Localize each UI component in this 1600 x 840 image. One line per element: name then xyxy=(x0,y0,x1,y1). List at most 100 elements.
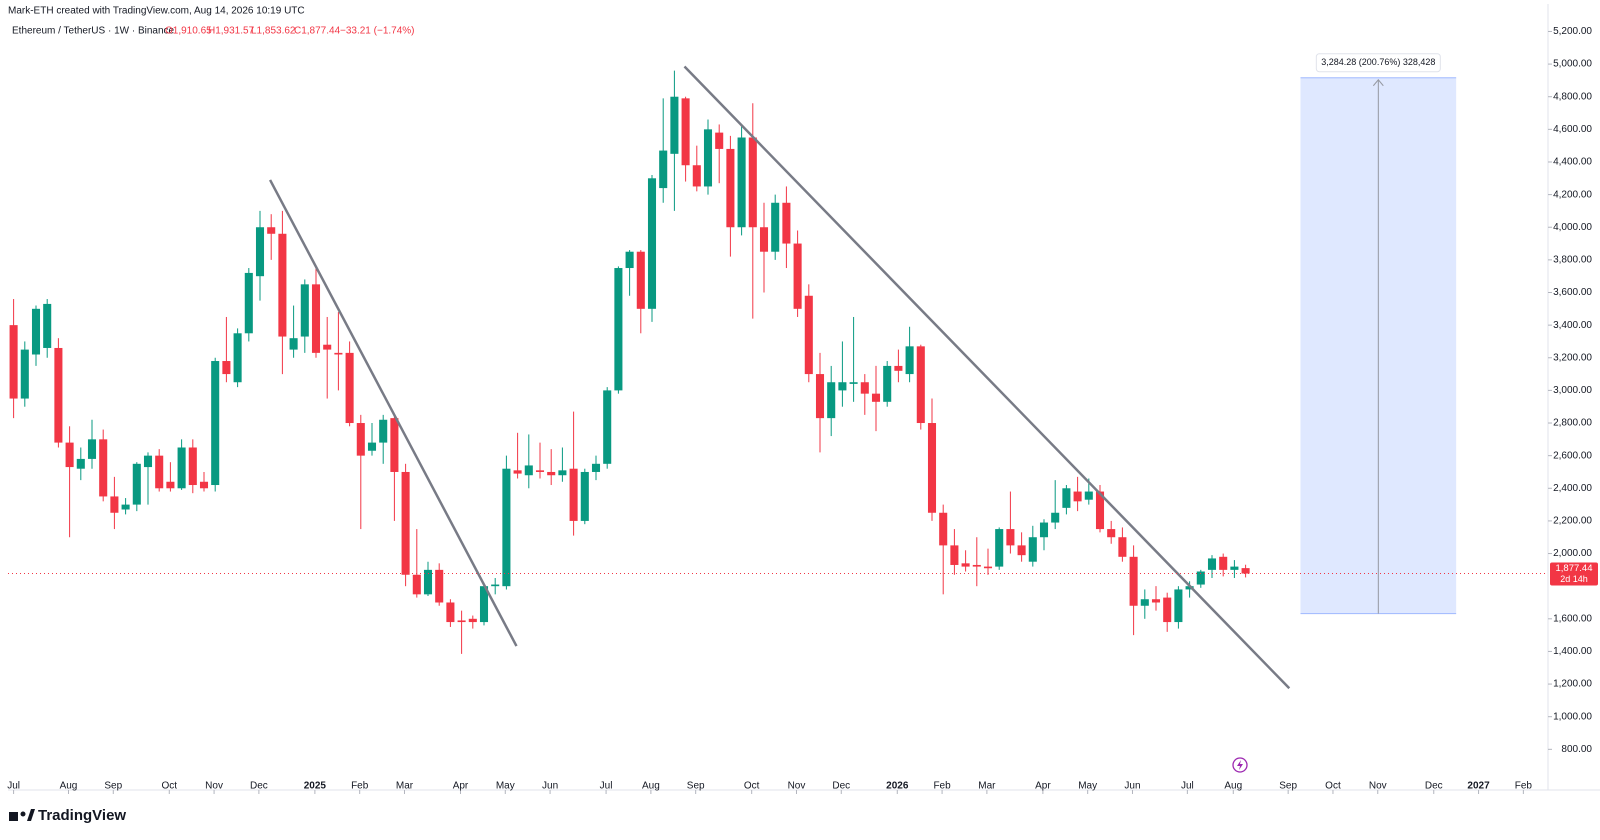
low-value: L1,853.62 xyxy=(251,26,296,37)
candle-body xyxy=(1095,491,1105,530)
candle-body xyxy=(1241,568,1250,574)
candle-body xyxy=(591,463,601,472)
candle-body xyxy=(815,374,825,419)
candle-body xyxy=(99,439,108,497)
candle-body xyxy=(983,566,993,569)
candle-body xyxy=(894,365,903,371)
candle-body xyxy=(255,227,265,277)
candle-body xyxy=(132,463,141,505)
candle-body xyxy=(916,346,925,424)
high-value: H1,931.57 xyxy=(208,26,255,37)
x-tick-label: Oct xyxy=(1325,781,1341,792)
x-tick-label: Nov xyxy=(788,781,806,792)
candle-body xyxy=(479,586,489,623)
candle-body xyxy=(1073,491,1082,502)
candle-body xyxy=(1219,556,1228,570)
y-tick-label: 2,200.00 xyxy=(1553,516,1592,527)
candle-body xyxy=(155,455,164,489)
candle-body xyxy=(278,233,287,337)
candle-body xyxy=(972,564,981,567)
candle-body xyxy=(961,563,970,567)
candle-body xyxy=(838,382,847,391)
candle-body xyxy=(110,496,119,513)
y-tick-label: 2,400.00 xyxy=(1553,483,1592,494)
candle-body xyxy=(1051,512,1060,523)
candle-body xyxy=(1230,566,1239,570)
candle-body xyxy=(401,471,410,575)
y-tick-label: 4,600.00 xyxy=(1553,124,1592,135)
x-tick-label: Aug xyxy=(60,781,78,792)
y-tick-label: 2,600.00 xyxy=(1553,450,1592,461)
candle-body xyxy=(334,352,343,355)
x-tick-label: Nov xyxy=(1369,781,1387,792)
x-tick-label: Oct xyxy=(744,781,760,792)
y-tick-label: 5,000.00 xyxy=(1553,59,1592,70)
candle-body xyxy=(323,344,332,350)
candle-body xyxy=(995,529,1004,567)
candle-body xyxy=(950,545,959,565)
candle-body xyxy=(65,442,74,468)
y-tick-label: 5,200.00 xyxy=(1553,26,1592,37)
symbol: Ethereum / TetherUS · 1W · Binance xyxy=(12,26,175,37)
candle-body xyxy=(1129,556,1138,606)
open-value: O1,910.65 xyxy=(165,26,212,37)
candle-body xyxy=(435,569,444,603)
candle-body xyxy=(547,471,556,476)
candle-body xyxy=(76,458,85,469)
x-tick-label: Mar xyxy=(978,781,996,792)
candle-body xyxy=(9,325,18,399)
logo xyxy=(9,809,35,821)
x-tick-label: Dec xyxy=(250,781,268,792)
x-tick-label: Feb xyxy=(351,781,369,792)
y-tick-label: 1,200.00 xyxy=(1553,679,1592,690)
candle-body xyxy=(905,346,914,375)
candle-body xyxy=(871,393,881,402)
last-price-box xyxy=(1550,562,1598,586)
x-tick-label: 2027 xyxy=(1467,781,1490,792)
x-tick-label: Jul xyxy=(1181,781,1194,792)
candle-body xyxy=(177,447,186,489)
candle-body xyxy=(121,504,130,510)
candle-body xyxy=(703,129,713,187)
candle-body xyxy=(1151,599,1161,603)
alert-icon[interactable] xyxy=(1232,757,1248,773)
candle-body xyxy=(535,470,545,472)
candle-body xyxy=(1207,558,1217,570)
credit: Mark-ETH created with TradingView.com, A… xyxy=(8,6,305,17)
candle-body xyxy=(558,470,567,476)
y-tick-label: 3,600.00 xyxy=(1553,287,1592,298)
x-tick-label: 2026 xyxy=(886,781,909,792)
candle-body xyxy=(1028,537,1037,562)
candle-body xyxy=(199,481,209,489)
plot-area: 3,284.28 (200.76%) 328,428 xyxy=(8,53,1548,690)
x-tick-label: Oct xyxy=(161,781,177,792)
candle-body xyxy=(603,390,612,464)
x-tick-label: Jun xyxy=(542,781,558,792)
candle-body xyxy=(1084,491,1093,500)
candle-body xyxy=(771,202,780,252)
candle-body xyxy=(524,465,533,476)
candle-body xyxy=(614,268,623,391)
candle-body xyxy=(289,338,298,350)
countdown: 2d 14h xyxy=(1560,574,1588,584)
candle-body xyxy=(20,349,29,399)
candle-body xyxy=(849,382,858,384)
candle-body xyxy=(43,303,52,348)
x-tick-label: Feb xyxy=(1515,781,1533,792)
trendline xyxy=(268,179,518,647)
change-value: −33.21 (−1.74%) xyxy=(340,26,415,37)
y-tick-label: 4,000.00 xyxy=(1553,222,1592,233)
x-tick-label: Jul xyxy=(7,781,20,792)
candle-body xyxy=(423,569,433,595)
candle-body xyxy=(580,471,589,521)
x-tick-label: Jun xyxy=(1124,781,1140,792)
candle-body xyxy=(1107,529,1116,538)
candle-body xyxy=(759,227,769,252)
candle-body xyxy=(244,272,253,334)
y-tick-label: 4,800.00 xyxy=(1553,91,1592,102)
x-tick-label: Sep xyxy=(104,781,122,792)
candle-body xyxy=(726,148,735,228)
candle-body xyxy=(827,382,836,419)
candle-body xyxy=(692,165,701,187)
candle-body xyxy=(737,137,746,228)
